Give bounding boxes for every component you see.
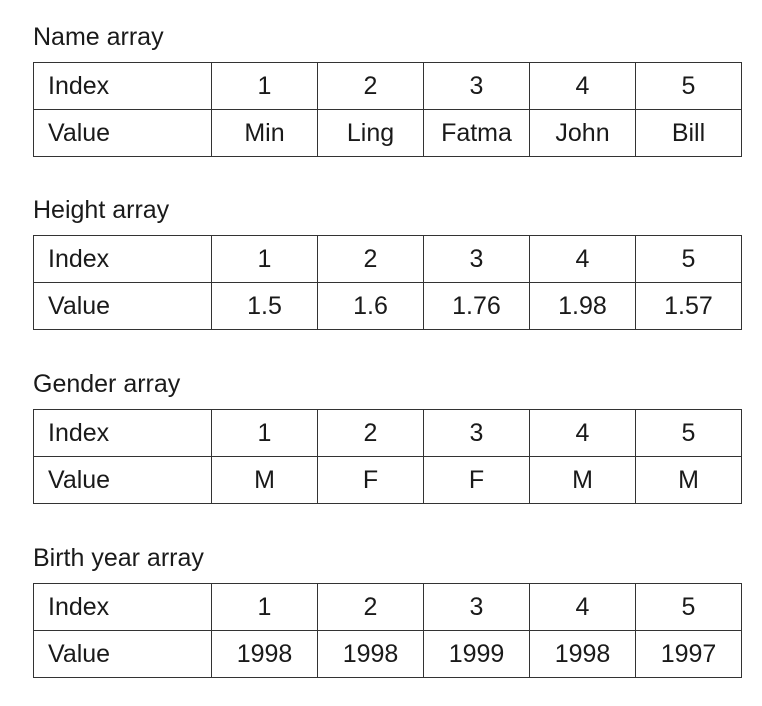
index-cell: 4 xyxy=(529,583,636,631)
height-array-block: Height array Index 1 2 3 4 5 Value 1.5 1… xyxy=(33,195,742,330)
value-cell: 1.5 xyxy=(211,282,318,330)
value-cell: M xyxy=(529,456,636,504)
value-cell: 1997 xyxy=(635,630,742,678)
index-cell: 3 xyxy=(423,583,530,631)
index-label: Index xyxy=(33,62,212,110)
index-label: Index xyxy=(33,409,212,457)
value-cell: M xyxy=(211,456,318,504)
index-label: Index xyxy=(33,583,212,631)
value-cell: 1999 xyxy=(423,630,530,678)
index-cell: 1 xyxy=(211,235,318,283)
value-cell: John xyxy=(529,109,636,157)
index-row: Index 1 2 3 4 5 xyxy=(33,409,742,457)
index-cell: 1 xyxy=(211,62,318,110)
index-cell: 4 xyxy=(529,62,636,110)
value-label: Value xyxy=(33,109,212,157)
array-title: Name array xyxy=(33,23,164,51)
index-cell: 1 xyxy=(211,583,318,631)
value-cell: 1998 xyxy=(317,630,424,678)
value-label: Value xyxy=(33,630,212,678)
value-row: Value 1.5 1.6 1.76 1.98 1.57 xyxy=(33,282,742,330)
index-cell: 3 xyxy=(423,62,530,110)
index-cell: 5 xyxy=(635,409,742,457)
value-cell: 1998 xyxy=(211,630,318,678)
value-row: Value Min Ling Fatma John Bill xyxy=(33,109,742,157)
index-label: Index xyxy=(33,235,212,283)
value-cell: Ling xyxy=(317,109,424,157)
name-array-block: Name array Index 1 2 3 4 5 Value Min Lin… xyxy=(33,22,742,157)
array-title: Birth year array xyxy=(33,544,204,572)
index-cell: 3 xyxy=(423,409,530,457)
index-row: Index 1 2 3 4 5 xyxy=(33,583,742,631)
birth-year-array-table: Index 1 2 3 4 5 Value 1998 1998 1999 199… xyxy=(33,583,742,678)
index-row: Index 1 2 3 4 5 xyxy=(33,62,742,110)
array-title: Gender array xyxy=(33,370,181,398)
value-label: Value xyxy=(33,456,212,504)
index-cell: 2 xyxy=(317,409,424,457)
index-cell: 1 xyxy=(211,409,318,457)
value-label: Value xyxy=(33,282,212,330)
index-cell: 5 xyxy=(635,235,742,283)
array-title: Height array xyxy=(33,196,170,224)
height-array-table: Index 1 2 3 4 5 Value 1.5 1.6 1.76 1.98 … xyxy=(33,235,742,330)
value-cell: 1.98 xyxy=(529,282,636,330)
value-cell: F xyxy=(423,456,530,504)
value-cell: F xyxy=(317,456,424,504)
value-cell: 1998 xyxy=(529,630,636,678)
gender-array-table: Index 1 2 3 4 5 Value M F F M M xyxy=(33,409,742,504)
index-cell: 2 xyxy=(317,235,424,283)
birth-year-array-block: Birth year array Index 1 2 3 4 5 Value 1… xyxy=(33,543,742,678)
index-cell: 2 xyxy=(317,62,424,110)
value-cell: M xyxy=(635,456,742,504)
value-cell: 1.6 xyxy=(317,282,424,330)
index-cell: 2 xyxy=(317,583,424,631)
name-array-table: Index 1 2 3 4 5 Value Min Ling Fatma Joh… xyxy=(33,62,742,157)
value-row: Value 1998 1998 1999 1998 1997 xyxy=(33,630,742,678)
value-cell: 1.76 xyxy=(423,282,530,330)
index-cell: 4 xyxy=(529,409,636,457)
index-cell: 4 xyxy=(529,235,636,283)
value-cell: Fatma xyxy=(423,109,530,157)
gender-array-block: Gender array Index 1 2 3 4 5 Value M F F… xyxy=(33,369,742,504)
value-cell: Bill xyxy=(635,109,742,157)
index-row: Index 1 2 3 4 5 xyxy=(33,235,742,283)
index-cell: 5 xyxy=(635,583,742,631)
index-cell: 5 xyxy=(635,62,742,110)
value-cell: Min xyxy=(211,109,318,157)
value-cell: 1.57 xyxy=(635,282,742,330)
index-cell: 3 xyxy=(423,235,530,283)
value-row: Value M F F M M xyxy=(33,456,742,504)
